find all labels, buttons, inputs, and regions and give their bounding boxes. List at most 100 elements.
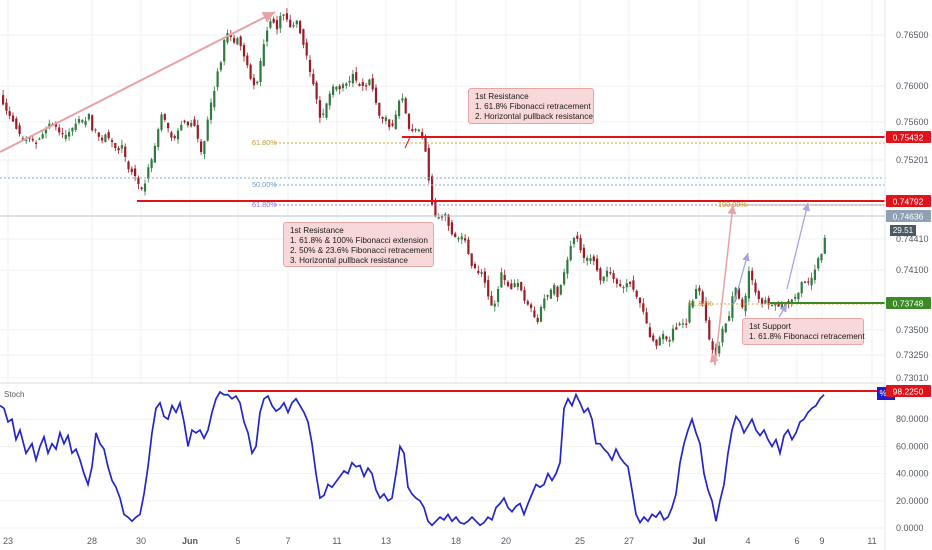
candle-body xyxy=(124,146,127,157)
candle-body xyxy=(737,288,741,299)
candle-body xyxy=(368,79,371,86)
candle-body xyxy=(678,323,681,326)
candle-body xyxy=(81,120,84,123)
candle-body xyxy=(388,119,391,128)
candle-body xyxy=(741,299,744,308)
candle-body xyxy=(609,272,612,274)
candle-body xyxy=(153,145,156,163)
candle-body xyxy=(401,98,404,101)
candle-body xyxy=(200,141,203,153)
candle-body xyxy=(579,237,582,251)
candle-body xyxy=(487,280,490,297)
candles-layer xyxy=(2,8,826,359)
current-stoch-tag-label: 29.51 xyxy=(893,226,914,235)
candle-body xyxy=(160,114,163,130)
candle-body xyxy=(252,77,255,86)
candle-body xyxy=(91,115,94,131)
candle-body xyxy=(269,21,272,28)
x-tick-label: 23 xyxy=(3,536,13,546)
candle-body xyxy=(5,102,8,111)
candle-body xyxy=(28,137,31,139)
candle-body xyxy=(513,283,516,287)
candle-body xyxy=(87,114,90,120)
candle-body xyxy=(751,270,754,281)
candle-body xyxy=(335,86,338,90)
candle-body xyxy=(477,270,480,274)
candle-body xyxy=(711,341,714,350)
candle-body xyxy=(120,145,123,149)
candle-body xyxy=(668,339,671,342)
candle-body xyxy=(398,100,401,117)
trend-arrow-main xyxy=(0,11,276,153)
stoch-value-tag-label: 98.2250 xyxy=(893,387,924,397)
candle-body xyxy=(708,320,711,340)
candle-body xyxy=(622,287,625,289)
candle-body xyxy=(371,78,374,90)
candle-body xyxy=(411,129,414,131)
x-tick-label: Jul xyxy=(692,536,705,546)
candle-body xyxy=(394,114,397,129)
candle-body xyxy=(74,123,77,130)
candle-body xyxy=(308,59,312,73)
price-tag-74636 xyxy=(886,210,931,222)
candle-body xyxy=(242,45,246,57)
candle-body xyxy=(549,289,552,299)
candle-body xyxy=(282,14,285,16)
candle-body xyxy=(533,310,536,318)
candle-body xyxy=(685,323,688,325)
candle-body xyxy=(272,18,275,23)
candle-body xyxy=(107,132,110,139)
candle-body xyxy=(662,334,665,340)
candle-body xyxy=(190,122,193,127)
price-tags: 0.754320.747920.746360.7374829.51%D98.22… xyxy=(877,131,931,400)
candle-body xyxy=(196,125,199,139)
candle-body xyxy=(582,247,585,259)
candle-body xyxy=(807,281,810,283)
candle-body xyxy=(810,277,813,286)
candle-body xyxy=(605,270,609,277)
candle-body xyxy=(813,269,816,280)
candle-body xyxy=(599,268,602,281)
candle-body xyxy=(299,20,302,34)
price-tick-label: 0.73250 xyxy=(896,350,929,360)
candle-body xyxy=(381,116,384,119)
candle-body xyxy=(203,141,206,155)
candle-body xyxy=(219,62,222,70)
candle-body xyxy=(761,298,764,304)
candle-body xyxy=(721,328,724,343)
candle-body xyxy=(186,121,189,126)
candle-body xyxy=(467,239,470,254)
candle-body xyxy=(249,64,252,79)
candle-body xyxy=(774,304,777,306)
price-tag-74792-label: 0.74792 xyxy=(893,197,924,207)
projection-arrow-4 xyxy=(778,303,788,318)
candle-body xyxy=(114,143,117,148)
candle-body xyxy=(226,32,229,43)
price-tick-label: 0.76500 xyxy=(896,30,929,40)
candle-body xyxy=(348,80,351,83)
candle-body xyxy=(279,15,282,29)
price-tick-label: 0.75201 xyxy=(896,155,929,165)
candle-body xyxy=(671,328,675,341)
candle-body xyxy=(170,132,173,138)
candle-body xyxy=(464,238,467,241)
candle-body xyxy=(35,142,38,144)
candle-body xyxy=(94,129,97,131)
candle-body xyxy=(110,140,114,142)
candle-body xyxy=(391,123,394,126)
candle-body xyxy=(754,282,757,293)
candle-body xyxy=(54,122,57,127)
candle-body xyxy=(530,304,533,308)
candle-body xyxy=(157,129,160,147)
candle-body xyxy=(289,19,292,28)
candle-body xyxy=(823,237,826,254)
candle-body xyxy=(117,148,120,151)
candle-body xyxy=(256,81,259,84)
candle-body xyxy=(516,282,519,287)
candle-body xyxy=(536,317,539,323)
plot-background xyxy=(0,0,885,550)
candle-body xyxy=(292,25,295,27)
projection-arrow-3 xyxy=(733,252,750,305)
candle-body xyxy=(315,82,318,100)
